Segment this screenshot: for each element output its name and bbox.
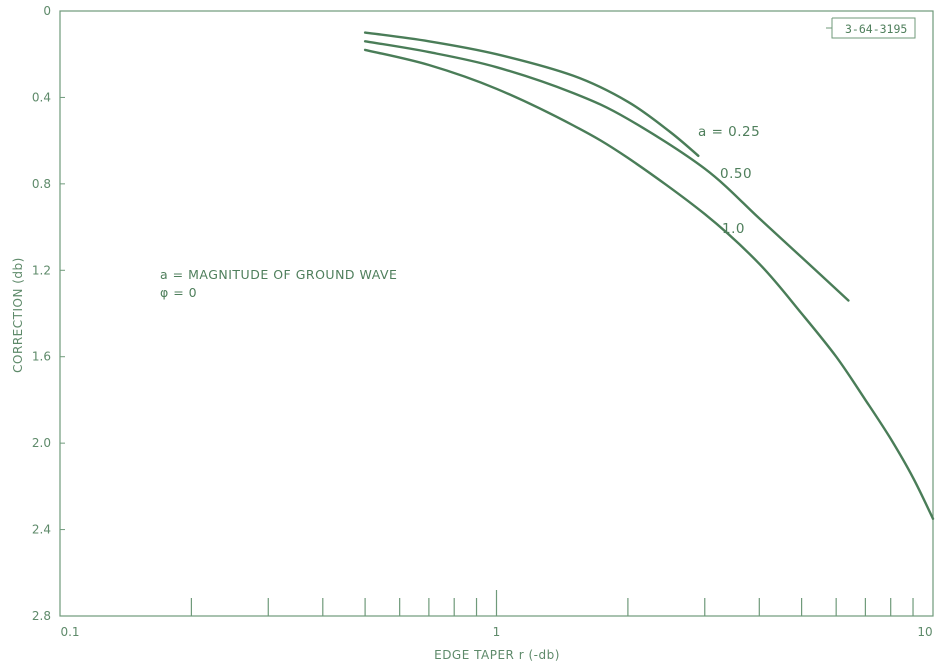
series-label-0.50: 0.50 <box>720 166 752 182</box>
y-tick-marks <box>60 10 65 617</box>
series-line-2 <box>363 48 935 520</box>
y-tick-label: 1.6 <box>32 350 51 364</box>
y-tick-label: 2.4 <box>32 523 51 537</box>
y-tick-label: 0.8 <box>32 177 51 191</box>
annotation-phi: φ = 0 <box>160 285 197 300</box>
x-axis-title: EDGE TAPER r (-db) <box>434 648 560 662</box>
y-tick-label: 0.4 <box>32 90 51 104</box>
x-tick-marks <box>190 590 914 616</box>
series-line-1 <box>363 40 850 302</box>
y-tick-label: 0 <box>43 4 51 18</box>
drawing-number-stamp: 3-64-3195 <box>826 17 916 39</box>
y-tick-labels: 0 0.4 0.8 1.2 1.6 2.0 2.4 2.8 <box>32 4 51 623</box>
series-label-1.0: 1.0 <box>722 221 745 237</box>
drawing-number: 3-64-3195 <box>845 22 907 36</box>
series-label-0.25: a = 0.25 <box>698 124 760 140</box>
y-tick-label: 2.8 <box>32 609 51 623</box>
x-tick-label: 0.1 <box>60 625 79 639</box>
series-lines <box>363 31 935 520</box>
x-tick-label: 1 <box>493 625 501 639</box>
y-tick-label: 2.0 <box>32 436 51 450</box>
annotation-ground-wave: a = MAGNITUDE OF GROUND WAVE <box>160 267 397 282</box>
x-tick-label: 10 <box>917 625 932 639</box>
series-line-0 <box>363 31 700 157</box>
x-tick-labels: 0.1 1 10 <box>60 625 932 639</box>
y-tick-label: 1.2 <box>32 263 51 277</box>
y-axis-title: CORRECTION (db) <box>11 257 25 373</box>
